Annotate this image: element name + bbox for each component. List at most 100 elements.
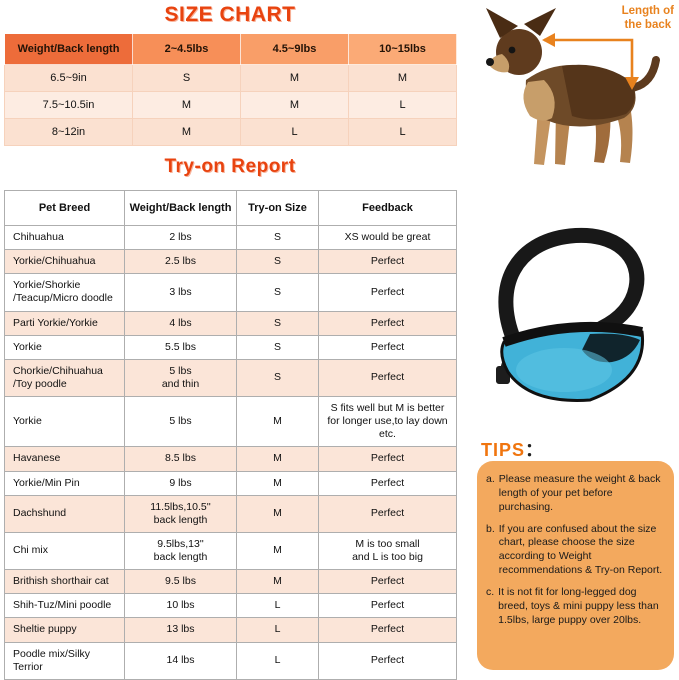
table-row: Dachshund 11.5lbs,10.5'' back length M Perf… — [4, 494, 457, 533]
table-row: Parti Yorkie/Yorkie 4 lbs S Perfect — [4, 310, 457, 336]
row-header-cell: Parti Yorkie/Yorkie — [4, 310, 125, 336]
table-cell: S — [236, 224, 319, 251]
table-cell: 3 lbs — [124, 273, 237, 312]
row-header-cell: 7.5~10.5in — [4, 91, 133, 119]
table-row: Poodle mix/Silky Terrior 14 lbs L Perfect — [4, 641, 457, 680]
table-cell: M — [236, 470, 319, 496]
table-cell: L — [236, 593, 319, 619]
table-cell: Perfect — [318, 569, 457, 595]
table-cell: 14 lbs — [124, 641, 237, 680]
column-header-pet-breed: Pet Breed — [4, 190, 125, 226]
tryon-report-title: Try-on Report — [164, 156, 296, 177]
column-header-tryon-size: Try-on Size — [236, 190, 319, 226]
table-cell: S — [236, 310, 319, 336]
row-header-cell: Dachshund — [4, 494, 125, 533]
table-cell: M — [236, 395, 319, 448]
tryon-header-row: Pet Breed Weight/Back length Try-on Size… — [4, 190, 457, 226]
sling-bag-illustration — [496, 227, 645, 402]
tip-text: Please measure the weight & back length … — [498, 473, 661, 513]
tips-title: TIPS： — [481, 436, 544, 462]
table-cell: Perfect — [318, 617, 457, 643]
tip-text: If you are confused about the size chart… — [498, 522, 663, 577]
row-header-cell: Yorkie — [4, 334, 125, 360]
table-cell: S — [236, 273, 319, 312]
table-cell: M — [132, 118, 241, 146]
table-row: Shih-Tuz/Mini poodle 10 lbs L Perfect — [4, 593, 457, 619]
tip-item-b: b. If you are confused about the size ch… — [486, 523, 665, 578]
table-cell: M — [348, 64, 457, 92]
table-cell: 2 lbs — [124, 224, 237, 251]
tips-title-colon: ： — [525, 440, 545, 460]
row-header-cell: Yorkie — [4, 395, 125, 448]
table-cell: M — [240, 91, 349, 119]
row-header-cell: Yorkie/Min Pin — [4, 470, 125, 496]
table-cell: Perfect — [318, 593, 457, 619]
column-header-4-5-9lbs: 4.5~9lbs — [240, 33, 349, 65]
tip-marker: a. — [486, 473, 495, 485]
table-cell: L — [348, 91, 457, 119]
table-row: Yorkie/Chihuahua 2.5 lbs S Perfect — [4, 249, 457, 275]
table-row: Chorkie/Chihuahua /Toy poodle 5 lbs and t… — [4, 358, 457, 398]
table-row: 7.5~10.5in M M L — [4, 91, 457, 119]
sling-bag-photo — [472, 220, 672, 430]
table-cell: S fits well but M is better for longer u… — [318, 395, 457, 448]
column-header-weight-back: Weight/Back length — [4, 33, 133, 65]
table-cell: 9.5 lbs — [124, 569, 237, 595]
size-chart-title: SIZE CHART — [164, 3, 296, 26]
table-cell: 5 lbs — [124, 395, 237, 448]
table-row: Yorkie/Min Pin 9 lbs M Perfect — [4, 470, 457, 496]
table-cell: 4 lbs — [124, 310, 237, 336]
table-cell: 11.5lbs,10.5'' back length — [124, 494, 237, 533]
tip-marker: c. — [486, 586, 495, 599]
table-cell: L — [236, 641, 319, 680]
tip-text: It is not fit for long-legged dog breed,… — [498, 586, 659, 626]
table-cell: M — [236, 494, 319, 533]
table-cell: M — [240, 64, 349, 92]
table-row: Chi mix 9.5lbs,13'' back length M M is too … — [4, 531, 457, 571]
row-header-cell: Havanese — [4, 446, 125, 472]
table-cell: 5.5 lbs — [124, 334, 237, 360]
tips-title-text: TIPS — [481, 440, 526, 460]
table-cell: M — [236, 446, 319, 472]
table-cell: 9.5lbs,13'' back length — [124, 531, 237, 571]
table-cell: Perfect — [318, 358, 457, 398]
sling-pouch — [500, 321, 645, 402]
table-cell: S — [132, 64, 241, 92]
column-header-weight-back-length: Weight/Back length — [124, 190, 237, 226]
tip-item-a: a. Please measure the weight & back leng… — [486, 473, 665, 515]
table-cell: Perfect — [318, 310, 457, 336]
table-cell: S — [236, 358, 319, 398]
table-row: Brithish shorthair cat 9.5 lbs M Perfect — [4, 569, 457, 595]
table-cell: M — [132, 91, 241, 119]
table-cell: S — [236, 334, 319, 360]
tips-box: a. Please measure the weight & back leng… — [477, 461, 674, 670]
table-cell: Perfect — [318, 641, 457, 680]
table-cell: Perfect — [318, 249, 457, 275]
row-header-cell: Chihuahua — [4, 224, 125, 251]
table-cell: Perfect — [318, 446, 457, 472]
column-header-10-15lbs: 10~15lbs — [348, 33, 457, 65]
table-row: Sheltie puppy 13 lbs L Perfect — [4, 617, 457, 643]
size-chart-header-row: Weight/Back length 2~4.5lbs 4.5~9lbs 10~… — [4, 33, 457, 65]
table-cell: Perfect — [318, 470, 457, 496]
table-cell: L — [348, 118, 457, 146]
row-header-cell: Brithish shorthair cat — [4, 569, 125, 595]
table-cell: L — [236, 617, 319, 643]
table-cell: 13 lbs — [124, 617, 237, 643]
table-cell: Perfect — [318, 273, 457, 312]
table-cell: 10 lbs — [124, 593, 237, 619]
row-header-cell: Yorkie/Shorkie /Teacup/Micro doodle — [4, 273, 125, 312]
row-header-cell: Chi mix — [4, 531, 125, 571]
table-row: Yorkie 5 lbs M S fits well but M is better … — [4, 395, 457, 448]
row-header-cell: Poodle mix/Silky Terrior — [4, 641, 125, 680]
tip-item-c: c. It is not fit for long-legged dog bre… — [486, 586, 665, 628]
table-cell: 5 lbs and thin — [124, 358, 237, 398]
table-row: Yorkie/Shorkie /Teacup/Micro doodle 3 lbs… — [4, 273, 457, 312]
table-cell: M is too small and L is too big — [318, 531, 457, 571]
back-length-label: Length of the back — [621, 5, 674, 32]
table-cell: Perfect — [318, 494, 457, 533]
table-cell: 8.5 lbs — [124, 446, 237, 472]
tip-marker: b. — [486, 522, 495, 535]
table-row: Chihuahua 2 lbs S XS would be great — [4, 224, 457, 251]
table-cell: 2.5 lbs — [124, 249, 237, 275]
